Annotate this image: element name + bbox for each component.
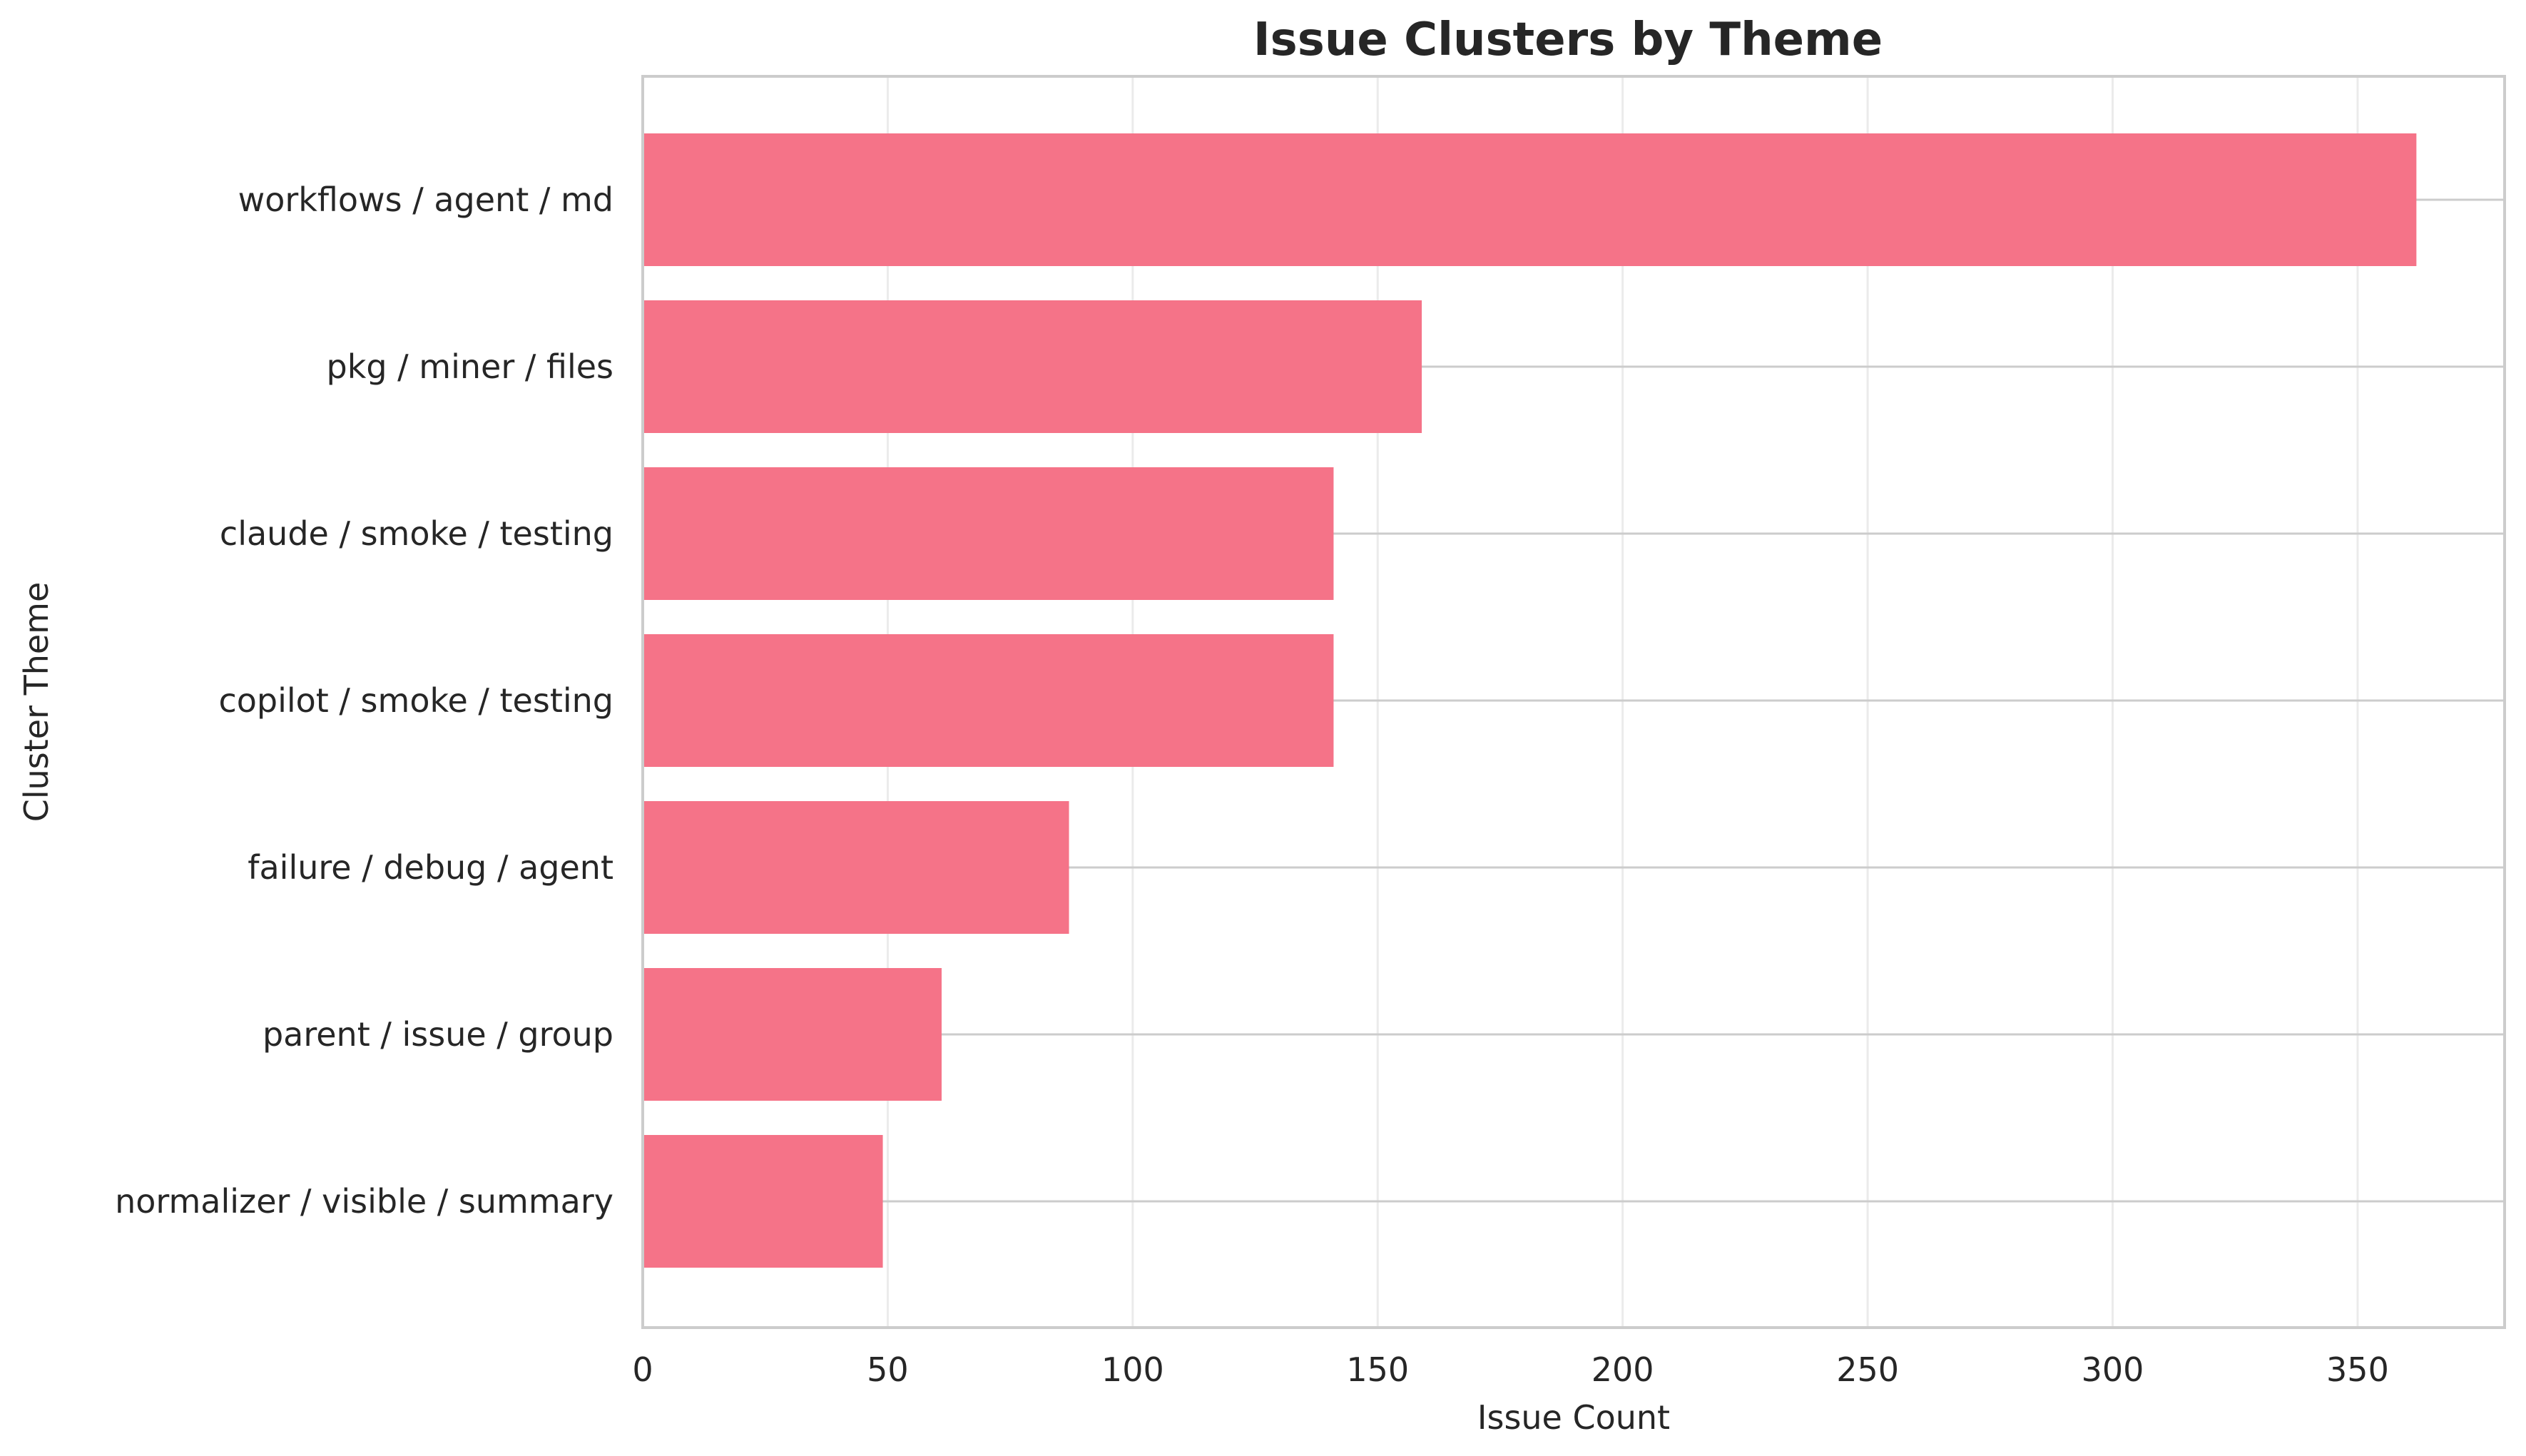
x-tick-label: 300 bbox=[2082, 1350, 2144, 1389]
y-tick-label: failure / debug / agent bbox=[248, 848, 613, 887]
bar bbox=[643, 133, 2417, 266]
y-axis-label: Cluster Theme bbox=[17, 582, 56, 823]
x-tick-label: 100 bbox=[1101, 1350, 1164, 1389]
x-tick-label: 0 bbox=[632, 1350, 653, 1389]
x-tick-label: 150 bbox=[1346, 1350, 1409, 1389]
y-tick-label: copilot / smoke / testing bbox=[218, 681, 613, 720]
chart-title: Issue Clusters by Theme bbox=[1253, 14, 1883, 66]
plot-frame bbox=[641, 75, 2506, 1329]
x-tick-label: 50 bbox=[867, 1350, 909, 1389]
x-tick-label: 200 bbox=[1592, 1350, 1654, 1389]
bar bbox=[643, 300, 1422, 433]
y-tick-label: claude / smoke / testing bbox=[220, 514, 613, 553]
y-tick-labels: workflows / agent / md pkg / miner / file… bbox=[115, 180, 613, 1221]
bars-layer bbox=[643, 133, 2417, 1268]
x-tick-labels: 0 50 100 150 200 250 300 350 bbox=[632, 1350, 2388, 1389]
bar bbox=[643, 467, 1334, 600]
bar bbox=[643, 1135, 883, 1268]
x-tick-label: 350 bbox=[2326, 1350, 2389, 1389]
y-tick-label: pkg / miner / files bbox=[327, 347, 614, 386]
bar bbox=[643, 968, 942, 1101]
x-axis-label: Issue Count bbox=[1477, 1398, 1670, 1437]
x-tick-label: 250 bbox=[1836, 1350, 1899, 1389]
bar bbox=[643, 634, 1334, 767]
y-tick-label: parent / issue / group bbox=[263, 1015, 613, 1054]
y-tick-label: normalizer / visible / summary bbox=[115, 1182, 613, 1221]
bar bbox=[643, 801, 1069, 934]
y-tick-label: workflows / agent / md bbox=[238, 180, 613, 219]
